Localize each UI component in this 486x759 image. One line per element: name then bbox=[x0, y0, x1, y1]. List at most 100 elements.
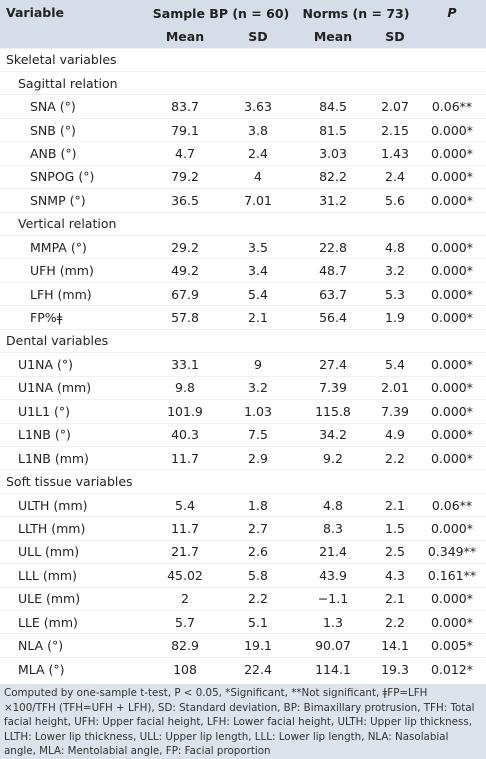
section-row: Sagittal relation bbox=[0, 71, 486, 94]
section-row: Dental variables bbox=[0, 329, 486, 352]
data-row: LLE (mm) 5.7 5.1 1.3 2.2 0.000* bbox=[0, 610, 486, 634]
cell: 4.8 bbox=[385, 239, 405, 255]
data-row: MLA (°) 108 22.4 114.1 19.3 0.012* bbox=[0, 657, 486, 680]
cell: 5.4 bbox=[175, 497, 195, 513]
cell: 5.3 bbox=[385, 286, 405, 302]
cell: 48.7 bbox=[319, 263, 347, 279]
cell: 0.012* bbox=[430, 661, 474, 677]
cell: 2.9 bbox=[248, 450, 268, 466]
header-cell: Norms (n = 73) bbox=[294, 0, 418, 26]
cell: 0.000* bbox=[430, 427, 474, 443]
cell: 0.000* bbox=[430, 614, 474, 630]
data-row: ANB (°) 4.7 2.4 3.03 1.43 0.000* bbox=[0, 141, 486, 165]
cell: 2.4 bbox=[248, 145, 268, 161]
cell: 2.1 bbox=[385, 591, 405, 607]
cell: 0.005* bbox=[430, 638, 474, 654]
cell: 19.3 bbox=[381, 661, 409, 677]
data-row: NLA (°) 82.9 19.1 90.07 14.1 0.005* bbox=[0, 633, 486, 657]
row-label: LFH (mm) bbox=[30, 286, 92, 302]
cell: 0.000* bbox=[430, 122, 474, 138]
header-cell: Mean bbox=[294, 26, 372, 48]
section-title: Soft tissue variables bbox=[6, 474, 133, 490]
cell: 0.000* bbox=[430, 520, 474, 536]
data-row: SNA (°) 83.7 3.63 84.5 2.07 0.06** bbox=[0, 94, 486, 118]
data-row: LFH (mm) 67.9 5.4 63.7 5.3 0.000* bbox=[0, 282, 486, 305]
cell: 0.000* bbox=[430, 169, 474, 185]
cell: 33.1 bbox=[171, 356, 199, 372]
cell: 57.8 bbox=[171, 310, 199, 326]
cell: 0.349** bbox=[427, 544, 477, 560]
cell: 79.1 bbox=[171, 122, 199, 138]
row-label: UFH (mm) bbox=[30, 263, 94, 279]
cell: 4.7 bbox=[175, 145, 195, 161]
cell: 2.07 bbox=[381, 99, 409, 115]
cell: 9.8 bbox=[175, 380, 195, 396]
row-label: MLA (°) bbox=[18, 661, 65, 677]
cell: 3.63 bbox=[244, 99, 272, 115]
cell: 1.9 bbox=[385, 310, 405, 326]
cell: 21.4 bbox=[319, 544, 347, 560]
section-title: Skeletal variables bbox=[6, 52, 117, 68]
cell: 1.03 bbox=[244, 403, 272, 419]
cell: 1.5 bbox=[385, 520, 405, 536]
cell: 14.1 bbox=[381, 638, 409, 654]
cell: 0.06** bbox=[431, 99, 473, 115]
row-label: SNPOG (°) bbox=[30, 169, 95, 185]
cell: 3.8 bbox=[248, 122, 268, 138]
section-title: Sagittal relation bbox=[18, 75, 118, 91]
cell: 5.6 bbox=[385, 192, 405, 208]
data-row: SNPOG (°) 79.2 4 82.2 2.4 0.000* bbox=[0, 165, 486, 188]
row-label: SNB (°) bbox=[30, 122, 76, 138]
cell: 11.7 bbox=[171, 450, 199, 466]
cell: 40.3 bbox=[171, 427, 199, 443]
data-row: ULE (mm) 2 2.2 −1.1 2.1 0.000* bbox=[0, 587, 486, 610]
row-label: U1NA (mm) bbox=[18, 380, 92, 396]
row-label: SNMP (°) bbox=[30, 192, 86, 208]
cell: 2.2 bbox=[385, 450, 405, 466]
cell: 2.6 bbox=[248, 544, 268, 560]
section-row: Soft tissue variables bbox=[0, 469, 486, 493]
cell: 0.000* bbox=[430, 403, 474, 419]
cell: 2.1 bbox=[385, 497, 405, 513]
cell: 5.8 bbox=[248, 567, 268, 583]
cell: 45.02 bbox=[167, 567, 203, 583]
row-label: MMPA (°) bbox=[30, 239, 87, 255]
cell: 79.2 bbox=[171, 169, 199, 185]
cell: 2.7 bbox=[248, 520, 268, 536]
cell: 82.2 bbox=[319, 169, 347, 185]
footnote: Computed by one-sample t-test, P < 0.05,… bbox=[0, 684, 486, 759]
cell: 115.8 bbox=[315, 403, 351, 419]
row-label: ULL (mm) bbox=[18, 544, 80, 560]
cell: 0.000* bbox=[430, 192, 474, 208]
row-label: LLTH (mm) bbox=[18, 520, 86, 536]
row-label: SNA (°) bbox=[30, 99, 76, 115]
cell: 7.39 bbox=[319, 380, 347, 396]
cell: 5.4 bbox=[248, 286, 268, 302]
cell: 5.7 bbox=[175, 614, 195, 630]
cell: 82.9 bbox=[171, 638, 199, 654]
cell: 49.2 bbox=[171, 263, 199, 279]
cell: 2.15 bbox=[381, 122, 409, 138]
cell: 56.4 bbox=[319, 310, 347, 326]
cell: 3.03 bbox=[319, 145, 347, 161]
cell: 2.01 bbox=[381, 380, 409, 396]
data-row: U1L1 (°) 101.9 1.03 115.8 7.39 0.000* bbox=[0, 399, 486, 423]
cell: 0.161** bbox=[427, 567, 477, 583]
cell: 2.5 bbox=[385, 544, 405, 560]
data-row: L1NB (mm) 11.7 2.9 9.2 2.2 0.000* bbox=[0, 446, 486, 469]
cell: 114.1 bbox=[315, 661, 351, 677]
cell: 3.2 bbox=[248, 380, 268, 396]
header-cell: SD bbox=[372, 26, 418, 48]
cell: 63.7 bbox=[319, 286, 347, 302]
data-row: U1NA (mm) 9.8 3.2 7.39 2.01 0.000* bbox=[0, 376, 486, 399]
cell: 101.9 bbox=[167, 403, 203, 419]
row-label: LLE (mm) bbox=[18, 614, 78, 630]
row-label: L1NB (°) bbox=[18, 427, 71, 443]
row-label: U1L1 (°) bbox=[18, 403, 70, 419]
cell: 4.8 bbox=[323, 497, 343, 513]
row-label: U1NA (°) bbox=[18, 356, 73, 372]
cell: 3.4 bbox=[248, 263, 268, 279]
cell: 81.5 bbox=[319, 122, 347, 138]
cell: 1.3 bbox=[323, 614, 343, 630]
